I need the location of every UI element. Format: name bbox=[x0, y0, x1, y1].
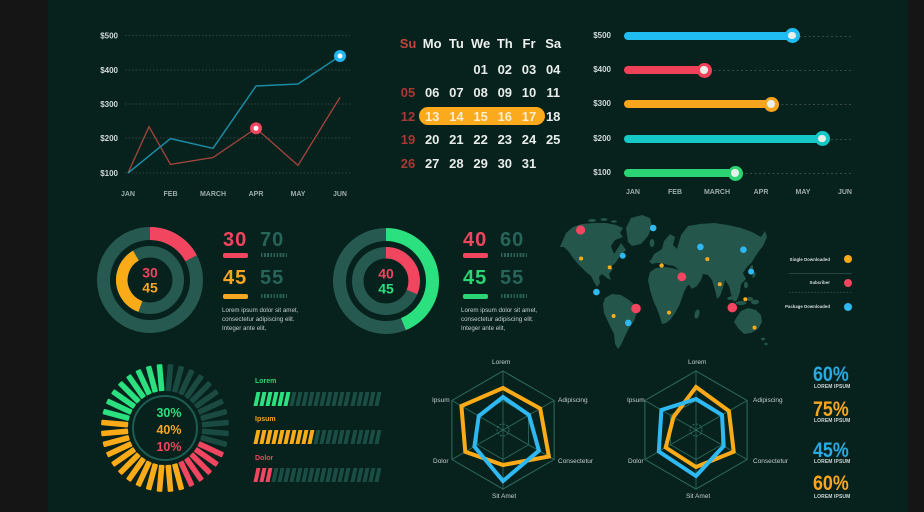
svg-text:40%: 40% bbox=[156, 423, 181, 437]
svg-text:30%: 30% bbox=[156, 406, 181, 420]
svg-text:$300: $300 bbox=[100, 100, 118, 109]
svg-text:APR: APR bbox=[249, 191, 264, 198]
svg-text:$400: $400 bbox=[100, 66, 118, 75]
svg-text:$100: $100 bbox=[100, 169, 118, 178]
svg-text:MAY: MAY bbox=[291, 191, 306, 198]
svg-text:30: 30 bbox=[142, 265, 158, 281]
svg-text:$200: $200 bbox=[100, 134, 118, 143]
svg-text:45: 45 bbox=[378, 281, 394, 297]
svg-text:10%: 10% bbox=[156, 440, 181, 454]
svg-text:$500: $500 bbox=[100, 32, 118, 41]
svg-text:JUN: JUN bbox=[333, 191, 347, 198]
svg-text:FEB: FEB bbox=[164, 191, 178, 198]
svg-text:MARCH: MARCH bbox=[200, 191, 226, 198]
svg-text:JAN: JAN bbox=[121, 191, 135, 198]
svg-text:40: 40 bbox=[378, 266, 394, 282]
svg-text:45: 45 bbox=[142, 280, 158, 296]
